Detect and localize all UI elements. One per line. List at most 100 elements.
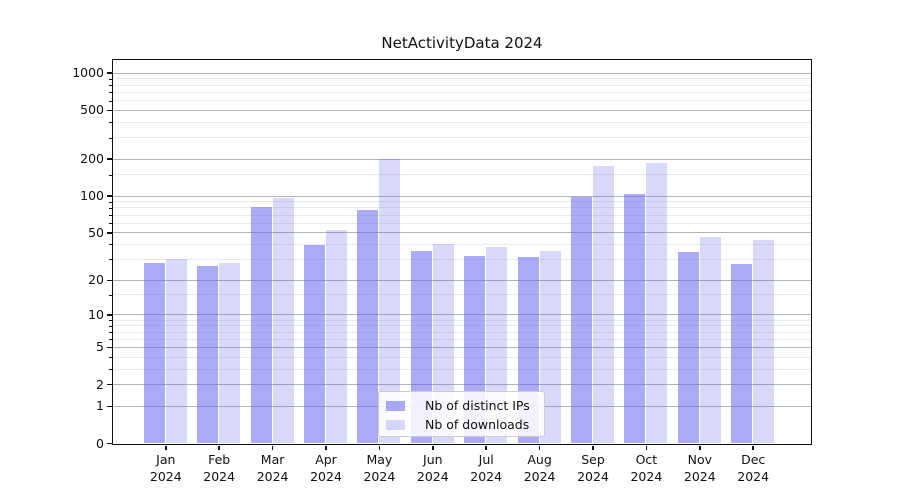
bar-distinct-ips bbox=[357, 210, 379, 444]
grid-layer bbox=[112, 60, 811, 444]
x-tick-label: Apr 2024 bbox=[284, 451, 368, 485]
gridline-minor bbox=[112, 121, 811, 123]
bar-downloads bbox=[272, 198, 294, 444]
y-tick-mark bbox=[107, 405, 112, 408]
y-minor-tick-mark bbox=[109, 92, 112, 94]
x-tick-label: May 2024 bbox=[337, 451, 421, 485]
y-tick-mark bbox=[107, 72, 112, 74]
legend-swatch bbox=[386, 400, 405, 411]
x-tick-label-line: 2024 bbox=[683, 469, 716, 484]
bar-downloads bbox=[379, 158, 401, 444]
x-tick-label: Jun 2024 bbox=[391, 451, 475, 485]
bar-distinct-ips bbox=[197, 266, 219, 444]
x-tick-label: Dec 2024 bbox=[711, 451, 795, 485]
x-tick-label: Aug 2024 bbox=[498, 451, 582, 485]
gridline-minor bbox=[112, 243, 811, 245]
y-minor-tick-mark bbox=[109, 137, 112, 139]
x-tick-mark bbox=[485, 445, 487, 450]
gridline-major bbox=[112, 346, 811, 348]
x-tick-label: Jul 2024 bbox=[444, 451, 528, 485]
x-tick-label-line: Jan bbox=[156, 452, 176, 467]
legend: Nb of distinct IPs Nb of downloads bbox=[378, 391, 545, 437]
x-tick-label-line: 2024 bbox=[416, 469, 449, 484]
gridline-major bbox=[112, 279, 811, 281]
gridline-minor bbox=[112, 207, 811, 209]
x-tick-mark bbox=[432, 445, 434, 450]
gridline-minor bbox=[112, 91, 811, 93]
x-tick-label-line: Mar bbox=[260, 452, 285, 467]
x-tick-label-line: Jun bbox=[423, 452, 443, 467]
gridline-minor bbox=[112, 331, 811, 333]
x-tick-mark bbox=[218, 445, 220, 450]
x-tick-label-line: Jul bbox=[478, 452, 494, 467]
x-tick-label-line: 2024 bbox=[523, 469, 556, 484]
bar-downloads bbox=[593, 165, 614, 444]
x-tick-mark bbox=[165, 445, 167, 450]
y-minor-tick-mark bbox=[109, 174, 112, 176]
x-tick-mark bbox=[699, 445, 701, 450]
y-minor-tick-mark bbox=[109, 122, 112, 124]
x-tick-label: Feb 2024 bbox=[177, 451, 261, 485]
bar-downloads bbox=[219, 262, 241, 444]
x-tick-label-line: 2024 bbox=[310, 469, 342, 484]
y-tick-mark bbox=[107, 158, 112, 160]
bar-layer bbox=[113, 60, 811, 444]
x-tick-label-line: Apr bbox=[315, 452, 337, 467]
x-tick-label-line: Aug bbox=[527, 452, 552, 467]
x-tick-mark bbox=[538, 445, 541, 450]
x-tick-label: Jan 2024 bbox=[124, 451, 208, 485]
gridline-major bbox=[112, 158, 811, 160]
y-minor-tick-mark bbox=[109, 357, 112, 359]
bar-downloads bbox=[326, 230, 347, 444]
x-tick-label-line: Oct bbox=[635, 452, 658, 467]
gridline-minor bbox=[112, 338, 811, 340]
gridline-minor bbox=[112, 78, 811, 80]
x-tick-label: Sep 2024 bbox=[551, 451, 635, 485]
y-tick-label: 50 bbox=[88, 224, 104, 240]
y-tick-label: 5 bbox=[96, 339, 104, 355]
gridline-minor bbox=[112, 222, 811, 224]
x-tick-mark bbox=[752, 445, 754, 450]
bar-distinct-ips bbox=[624, 193, 646, 444]
y-minor-tick-mark bbox=[109, 294, 112, 296]
y-minor-tick-mark bbox=[109, 201, 112, 203]
y-tick-label: 2 bbox=[96, 376, 104, 392]
y-minor-tick-mark bbox=[109, 332, 112, 334]
y-minor-tick-mark bbox=[109, 244, 112, 246]
y-minor-tick-mark bbox=[109, 259, 112, 261]
gridline-minor bbox=[112, 258, 811, 260]
x-tick-label-line: 2024 bbox=[577, 469, 609, 484]
x-tick-mark bbox=[378, 445, 381, 450]
x-tick-label: Nov 2024 bbox=[658, 451, 742, 485]
x-tick-label: Oct 2024 bbox=[604, 451, 688, 485]
legend-swatch bbox=[386, 419, 405, 430]
x-tick-label-line: Feb bbox=[208, 452, 231, 467]
y-tick-label: 20 bbox=[88, 272, 104, 288]
y-tick-mark bbox=[107, 195, 112, 197]
bar-distinct-ips bbox=[250, 206, 272, 444]
gridline-minor bbox=[112, 319, 811, 321]
gridline-minor bbox=[112, 356, 811, 358]
x-tick-mark bbox=[592, 445, 594, 450]
y-minor-tick-mark bbox=[109, 320, 112, 322]
legend-label: Nb of downloads bbox=[425, 417, 530, 432]
x-tick-label-line: Sep bbox=[581, 452, 605, 467]
bar-downloads bbox=[165, 258, 187, 444]
gridline-minor bbox=[112, 174, 811, 176]
x-tick-label-line: 2024 bbox=[737, 469, 770, 484]
gridline-major bbox=[112, 109, 811, 111]
legend-label: Nb of distinct IPs bbox=[425, 398, 530, 413]
x-tick-mark bbox=[645, 445, 648, 450]
x-tick-label-line: Dec bbox=[741, 452, 766, 467]
x-tick-mark bbox=[271, 445, 274, 450]
x-tick-label: Mar 2024 bbox=[231, 451, 315, 485]
bar-downloads bbox=[753, 240, 775, 444]
y-tick-mark bbox=[107, 442, 112, 445]
y-tick-mark bbox=[107, 314, 112, 316]
y-minor-tick-mark bbox=[109, 207, 112, 209]
gridline-major bbox=[112, 384, 811, 386]
gridline-minor bbox=[112, 214, 811, 216]
y-tick-label: 100 bbox=[80, 188, 104, 204]
y-tick-label: 10 bbox=[88, 306, 104, 322]
